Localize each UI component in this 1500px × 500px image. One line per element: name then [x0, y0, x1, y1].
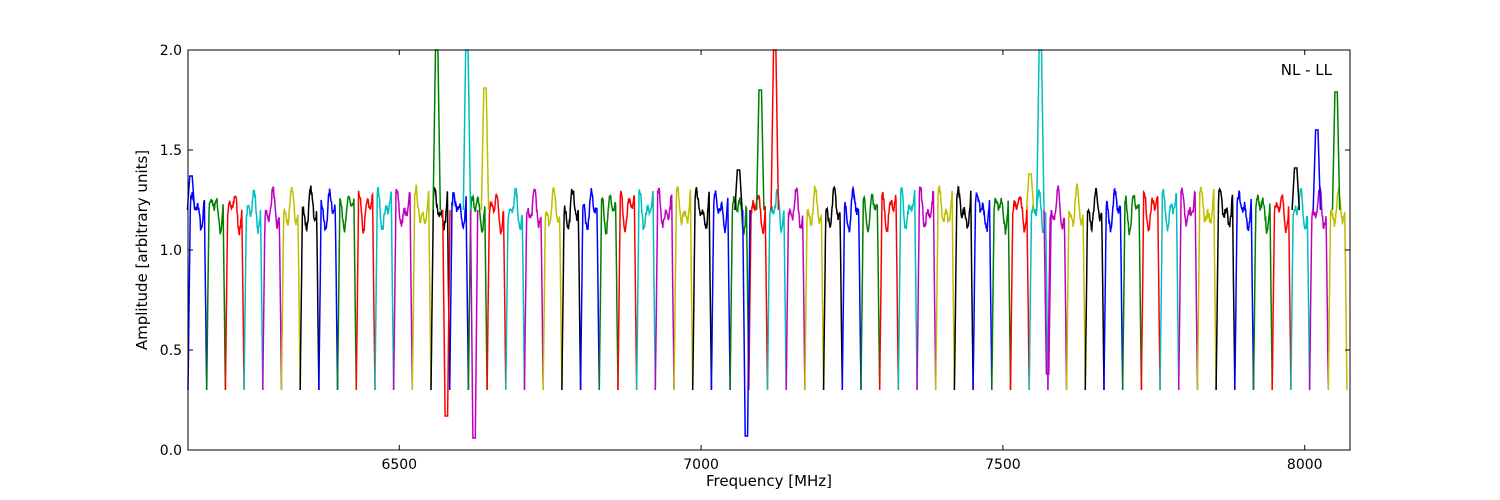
- band-series-line: [448, 192, 470, 391]
- feature-series-line: [1025, 173, 1035, 211]
- y-axis-title: Amplitude [arbitrary units]: [133, 150, 151, 350]
- band-series-line: [523, 188, 544, 391]
- band-series-line: [785, 187, 806, 391]
- band-series-line: [841, 185, 862, 391]
- band-series-line: [280, 186, 301, 391]
- band-series-line: [1196, 186, 1217, 391]
- band-series-line: [617, 190, 638, 391]
- feature-series-line: [441, 209, 451, 417]
- band-series-line: [598, 194, 619, 391]
- band-series-line: [392, 188, 414, 391]
- band-series-line: [878, 191, 900, 391]
- band-series-line: [897, 186, 918, 391]
- band-series-line: [262, 186, 283, 391]
- feature-series-line: [469, 209, 479, 439]
- y-tick-label: 2.0: [160, 43, 182, 59]
- feature-series-line: [186, 175, 196, 211]
- feature-series-line: [480, 87, 490, 211]
- x-tick-label: 8000: [1287, 457, 1323, 473]
- feature-series-line: [1312, 129, 1322, 211]
- band-series-line: [1103, 187, 1124, 391]
- x-tick-label: 7000: [683, 457, 719, 473]
- band-series-line: [710, 190, 731, 391]
- band-series-line: [1065, 182, 1087, 391]
- band-series-line: [991, 197, 1012, 391]
- band-series-line: [355, 190, 376, 391]
- band-series-line: [1177, 187, 1199, 391]
- band-series-line: [1215, 186, 1236, 391]
- band-series-line: [654, 187, 675, 391]
- ticks-layer: 6500 7000 7500 8000 0.0 0.5 1.0 1.5 2.0: [160, 43, 1350, 473]
- feature-series-line: [1043, 209, 1052, 375]
- band-series-line: [1327, 186, 1348, 391]
- y-tick-label: 0.5: [160, 343, 182, 359]
- band-series-line: [1140, 189, 1161, 391]
- band-series-line: [860, 193, 881, 391]
- x-tick-label: 6500: [381, 457, 417, 473]
- band-series-line: [243, 189, 264, 391]
- plot-annotation: NL - LL: [1281, 61, 1333, 79]
- band-series-line: [1009, 196, 1030, 391]
- y-tick-label: 1.5: [160, 143, 182, 159]
- band-series-line: [1084, 187, 1105, 391]
- band-series-line: [205, 198, 227, 391]
- band-series-line: [374, 186, 395, 391]
- band-series-line: [934, 185, 956, 391]
- band-series-line: [486, 193, 507, 391]
- band-series-line: [1234, 190, 1255, 391]
- y-tick-label: 1.0: [160, 243, 182, 259]
- band-series-line: [187, 191, 208, 391]
- band-series-line: [224, 195, 245, 391]
- band-series-line: [953, 185, 974, 391]
- band-series-line: [1271, 194, 1292, 391]
- band-series-line: [822, 185, 844, 391]
- band-series-line: [411, 184, 432, 391]
- x-axis-title: Frequency [MHz]: [706, 472, 832, 490]
- band-series-line: [561, 188, 582, 391]
- feature-series-line: [734, 169, 743, 211]
- band-series-line: [299, 185, 320, 391]
- band-series-line: [1252, 194, 1273, 391]
- band-series-line: [505, 187, 526, 391]
- band-series-line: [1159, 188, 1180, 391]
- band-series-line: [467, 193, 488, 391]
- band-series-line: [691, 186, 713, 391]
- y-tick-label: 0.0: [160, 443, 182, 459]
- feature-series-line: [1331, 91, 1341, 211]
- feature-series-line: [755, 89, 765, 211]
- band-series-line: [804, 185, 825, 391]
- band-series-line: [916, 186, 937, 391]
- x-tick-label: 7500: [985, 457, 1021, 473]
- band-series-line: [748, 194, 769, 391]
- band-series-line: [972, 192, 993, 391]
- band-series-line: [542, 186, 563, 391]
- band-series-line: [673, 185, 694, 391]
- band-series-line: [318, 188, 339, 391]
- band-series-line: [1121, 194, 1143, 391]
- band-series-line: [336, 195, 358, 391]
- band-series-line: [635, 189, 657, 391]
- band-series-line: [1290, 187, 1311, 391]
- band-series-line: [579, 188, 601, 391]
- feature-series-line: [741, 209, 751, 437]
- band-series-line: [729, 195, 750, 391]
- feature-series-line: [1291, 167, 1301, 211]
- band-series-line: [1308, 186, 1330, 391]
